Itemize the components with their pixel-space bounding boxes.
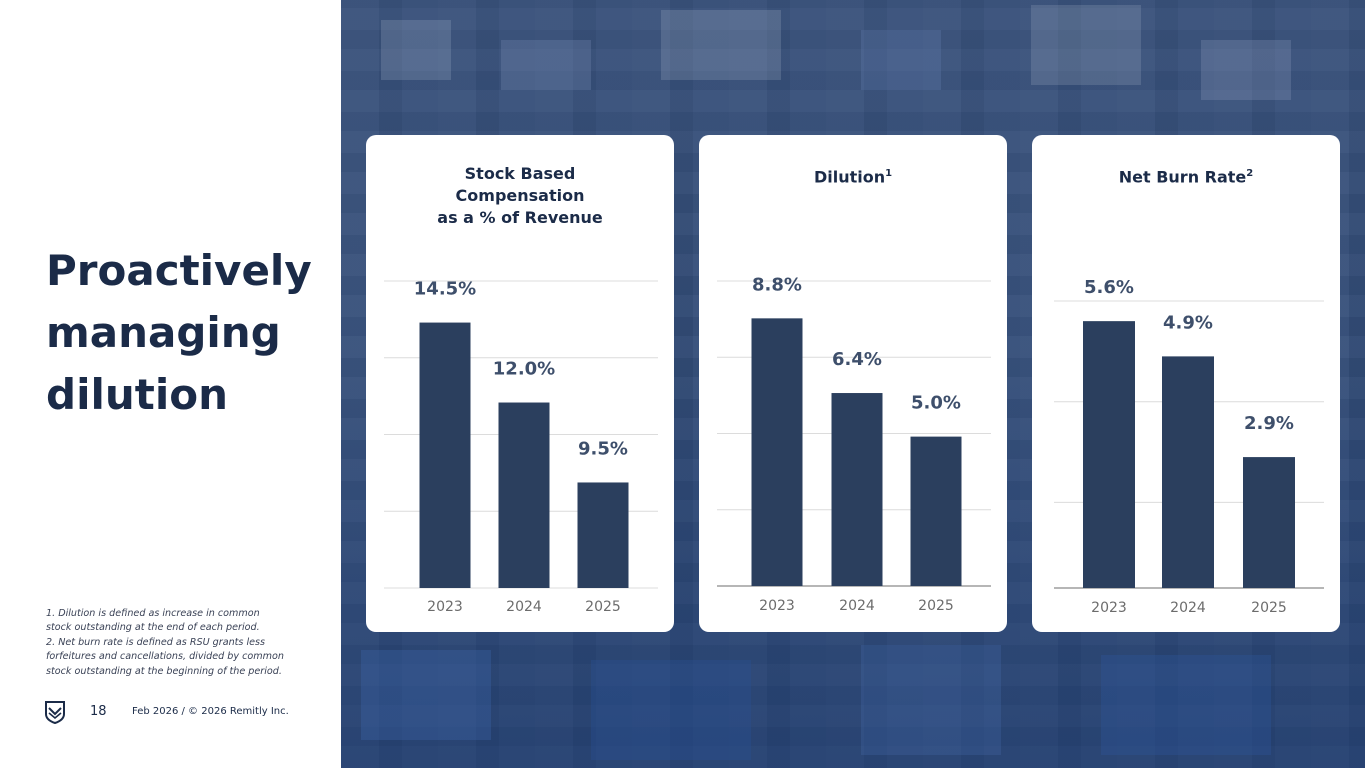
footnote-line: 2. Net burn rate is defined as RSU grant… [46,636,266,648]
left-panel: Proactively managing dilution 1. Dilutio… [0,0,341,768]
bar-data-label: 4.9% [1163,312,1213,333]
chart-card-net-burn-rate: Net Burn Rate2 5.6% 2023 4.9% 2024 2.9% 2025 [1032,135,1340,632]
chart-title-text: Net Burn Rate [1118,167,1247,187]
x-tick-label: 2023 [1091,600,1127,616]
chart-title-line: Compensation [455,186,585,205]
bar-data-label: 9.5% [578,438,628,459]
slide-title: Proactively managing dilution [46,240,336,426]
dilution-chart: 8.8% 2023 6.4% 2024 5.0% 2025 [717,274,991,614]
chart-title: Dilution1 [699,163,1007,188]
bar-2025 [577,482,629,588]
bar-data-label: 12.0% [493,359,555,380]
slide-title-line: managing [46,308,281,357]
bar-2024 [498,402,550,588]
x-tick-label: 2023 [759,598,795,614]
bar-2023 [1083,321,1135,588]
bar-2025 [1243,457,1295,588]
chart-card-stock-compensation: Stock Based Compensation as a % of Reven… [366,135,674,632]
bar-data-label: 5.0% [911,393,961,414]
x-tick-label: 2025 [585,599,621,615]
bar-2024 [1162,356,1214,588]
footnotes: 1. Dilution is defined as increase in co… [46,607,316,679]
x-tick-label: 2024 [506,599,542,615]
bar-data-label: 14.5% [414,279,476,300]
chart-title-line: Stock Based [464,164,576,183]
bar-data-label: 5.6% [1084,277,1134,298]
slide-title-line: dilution [46,370,228,419]
x-tick-label: 2023 [427,599,463,615]
x-tick-label: 2024 [1170,600,1206,616]
x-tick-label: 2024 [839,598,875,614]
bar-data-label: 6.4% [832,349,882,370]
page-number: 18 [90,704,107,719]
chart-title: Net Burn Rate2 [1032,163,1340,188]
footnote-line: stock outstanding at the beginning of th… [46,665,282,677]
x-tick-label: 2025 [1251,600,1287,616]
footnote-line: stock outstanding at the end of each per… [46,622,260,634]
bar-2023 [751,318,803,586]
chart-title-footnote-mark: 1 [885,168,893,179]
chart-title-text: Dilution [813,167,886,187]
slide-title-line: Proactively [46,246,312,295]
bar-data-label: 2.9% [1244,413,1294,434]
chart-title: Stock Based Compensation as a % of Reven… [366,163,674,229]
remitly-logo-icon [45,701,65,724]
footnote-line: forfeitures and cancellations, divided b… [46,651,284,663]
bar-data-label: 8.8% [752,274,802,295]
chart-title-line: as a % of Revenue [437,208,603,227]
stock-compensation-chart: 14.5% 2023 12.0% 2024 9.5% 2025 [384,279,658,615]
footer-copyright: Feb 2026 / © 2026 Remitly Inc. [132,706,289,717]
x-tick-label: 2025 [918,598,954,614]
net-burn-rate-chart: 5.6% 2023 4.9% 2024 2.9% 2025 [1054,277,1324,616]
bar-2023 [419,322,471,588]
chart-title-footnote-mark: 2 [1246,168,1254,179]
bar-2025 [910,436,962,586]
bar-2024 [831,393,883,586]
footnote-line: 1. Dilution is defined as increase in co… [46,608,260,619]
chart-card-dilution: Dilution1 8.8% 2023 6.4% 2024 5.0% 2025 [699,135,1007,632]
